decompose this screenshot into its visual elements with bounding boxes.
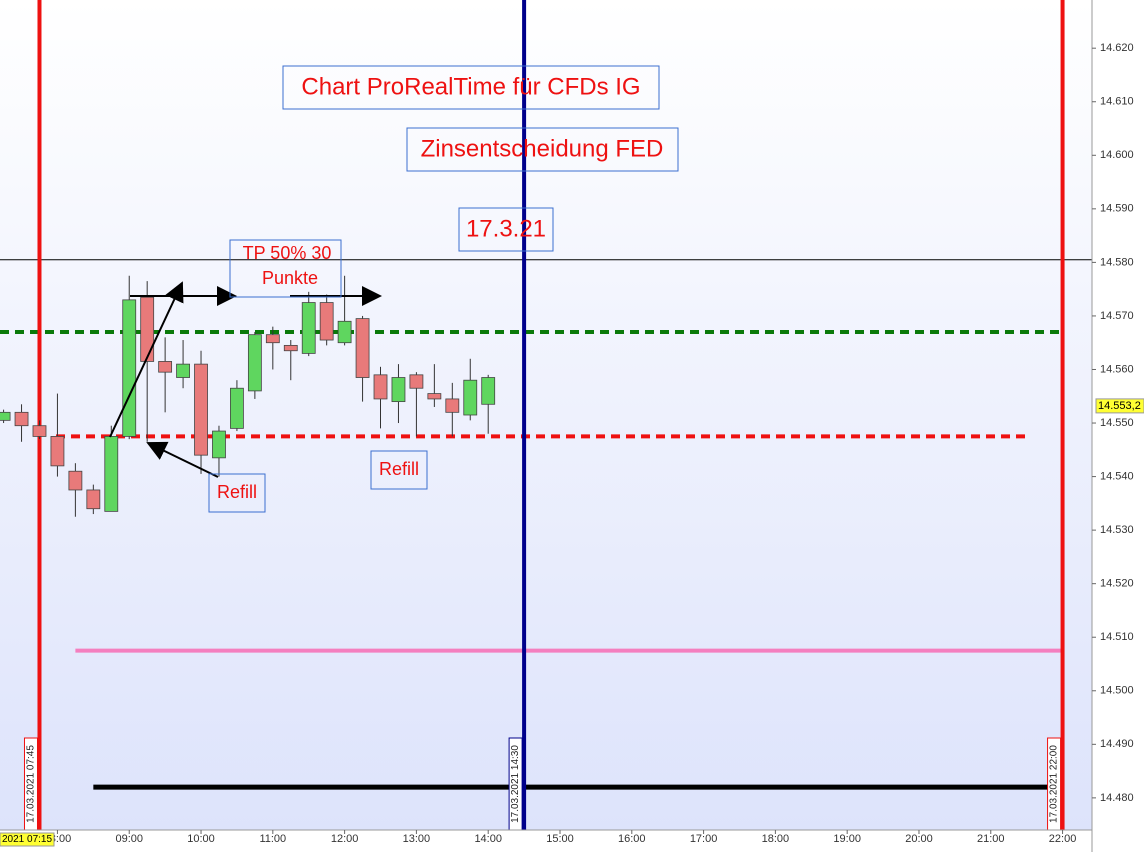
cursor-box bbox=[0, 832, 55, 847]
vertical-line-label-box bbox=[1047, 737, 1062, 830]
annotation: Refill bbox=[217, 482, 257, 502]
y-tick-label: 14.590 bbox=[1100, 203, 1134, 215]
candle-body bbox=[122, 299, 137, 437]
x-tick-label: 09:00 bbox=[115, 833, 143, 845]
x-tick-label: 16:00 bbox=[618, 833, 646, 845]
candle-body bbox=[427, 393, 442, 400]
x-tick-label: 22:00 bbox=[1049, 833, 1077, 845]
plot-area: 17.03.2021 07:45 17.03.2021 14:30 17.03.20… bbox=[0, 0, 1092, 830]
last-price-box bbox=[1095, 398, 1144, 414]
candle-body bbox=[104, 436, 119, 512]
x-tick-label: 18:00 bbox=[762, 833, 790, 845]
candle-body bbox=[391, 377, 406, 403]
y-tick-label: 14.580 bbox=[1100, 256, 1134, 268]
x-tick-label: 10:00 bbox=[187, 833, 215, 845]
y-tick-label: 14.560 bbox=[1100, 363, 1134, 375]
annotation-box bbox=[370, 450, 428, 490]
x-tick-label: 14:00 bbox=[474, 833, 502, 845]
candle-body bbox=[14, 411, 29, 427]
x-tick-label: 19:00 bbox=[833, 833, 861, 845]
arrow bbox=[146, 441, 219, 478]
vertical-line-label-box bbox=[23, 737, 38, 830]
annotation: Chart ProRealTime für CFDs IG bbox=[301, 73, 640, 100]
candle-body bbox=[481, 377, 496, 405]
x-tick-label: 17:00 bbox=[690, 833, 718, 845]
candle-body bbox=[176, 363, 190, 378]
annotation: Refill bbox=[379, 459, 419, 479]
plot-background bbox=[0, 0, 1092, 830]
annotation: TP 50% 30 bbox=[243, 243, 332, 263]
x-tick-label: 21:00 bbox=[977, 833, 1005, 845]
y-tick-label: 14.510 bbox=[1100, 631, 1134, 643]
axes: 14.480 14.490 14.500 14.510 14.520 14.530 14.5… bbox=[0, 42, 1144, 847]
y-tick-label: 14.500 bbox=[1100, 685, 1134, 697]
candle-body bbox=[247, 334, 262, 392]
candle-body bbox=[319, 302, 334, 341]
y-tick-label: 14.480 bbox=[1100, 792, 1134, 804]
vertical-line-label: 17.03.2021 07:45 bbox=[26, 745, 37, 823]
annotation: 17.3.21 bbox=[466, 215, 546, 242]
candle-body bbox=[230, 387, 244, 429]
candle-body bbox=[463, 379, 478, 416]
candle-body bbox=[337, 320, 352, 344]
y-tick-label: 14.490 bbox=[1100, 738, 1134, 750]
candle-body bbox=[0, 411, 11, 421]
candle-body bbox=[283, 344, 298, 352]
candle-body bbox=[445, 398, 460, 413]
last-price-label: 14.553,2 bbox=[1098, 400, 1141, 412]
arrow bbox=[109, 281, 184, 438]
annotation-box bbox=[406, 127, 679, 172]
y-tick-label: 14.570 bbox=[1100, 310, 1134, 322]
x-tick-label: 12:00 bbox=[331, 833, 359, 845]
cursor-label: 2021 07:15 bbox=[2, 834, 52, 845]
annotation-box bbox=[229, 239, 342, 298]
candle-body bbox=[32, 425, 47, 437]
annotation: Zinsentscheidung FED bbox=[421, 135, 664, 162]
candle-body bbox=[140, 296, 155, 362]
y-tick-label: 14.600 bbox=[1100, 149, 1134, 161]
y-tick-label: 14.540 bbox=[1100, 470, 1134, 482]
y-tick-label: 14.620 bbox=[1100, 42, 1134, 54]
annotation-box bbox=[208, 473, 266, 513]
x-tick-label: 11:00 bbox=[259, 833, 286, 845]
candle-body bbox=[68, 470, 83, 491]
y-tick-label: 14.550 bbox=[1100, 417, 1134, 429]
candle-body bbox=[50, 436, 65, 467]
candle-body bbox=[301, 302, 316, 354]
y-tick-label: 14.610 bbox=[1100, 96, 1134, 108]
candle-body bbox=[409, 374, 424, 389]
candle-body bbox=[355, 318, 370, 378]
x-tick-label: 20:00 bbox=[905, 833, 933, 845]
y-tick-label: 14.530 bbox=[1100, 524, 1134, 536]
candle-body bbox=[212, 430, 226, 459]
candle-body bbox=[158, 361, 173, 373]
candle-body bbox=[265, 334, 280, 344]
candle-body bbox=[86, 489, 101, 510]
candle-body bbox=[194, 363, 208, 456]
annotations: Chart ProRealTime für CFDs IG Zinsentsch… bbox=[109, 65, 679, 513]
vertical-line-label: 17.03.2021 14:30 bbox=[510, 745, 521, 823]
y-tick-label: 14.520 bbox=[1100, 578, 1134, 590]
annotation: Punkte bbox=[262, 268, 318, 288]
annotation-box bbox=[282, 65, 660, 110]
annotation-box bbox=[458, 207, 554, 252]
vertical-line-label: 17.03.2021 22:00 bbox=[1049, 745, 1060, 823]
vertical-line-label-box bbox=[508, 737, 523, 830]
x-tick-label: 13:00 bbox=[403, 833, 431, 845]
x-tick-label: 15:00 bbox=[546, 833, 574, 845]
candle-body bbox=[373, 374, 388, 400]
